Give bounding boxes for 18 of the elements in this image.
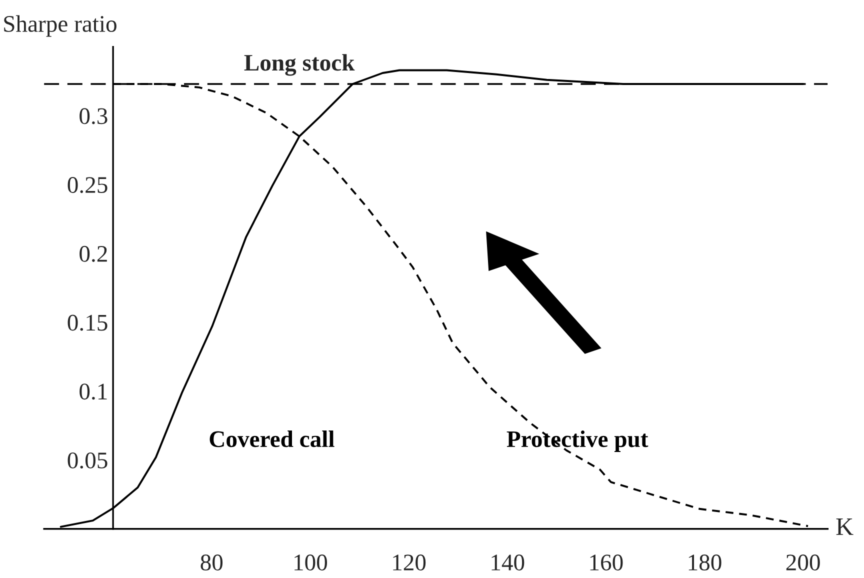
series-label: Protective put xyxy=(506,430,648,452)
ref-line-label: Long stock xyxy=(244,54,355,76)
x-axis-title: K xyxy=(836,518,854,535)
y-tick-label: 0.2 xyxy=(80,246,107,262)
series-label: Covered call xyxy=(210,430,334,448)
y-tick-label: 0.25 xyxy=(68,177,108,194)
x-tick-label: 120 xyxy=(393,554,426,570)
y-tick-label: 0.1 xyxy=(80,384,107,400)
x-tick-label: 180 xyxy=(688,554,722,570)
x-tick-label: 160 xyxy=(590,554,623,570)
x-tick-label: 100 xyxy=(294,554,328,570)
x-tick-label: 80 xyxy=(200,554,223,570)
y-tick-label: 0.05 xyxy=(68,452,108,469)
x-tick-label: 200 xyxy=(786,554,820,570)
x-tick-label: 140 xyxy=(492,554,524,570)
y-axis-title: Sharpe ratio xyxy=(4,15,116,37)
y-tick-label: 0.15 xyxy=(68,314,108,331)
y-tick-label: 0.3 xyxy=(80,108,108,124)
